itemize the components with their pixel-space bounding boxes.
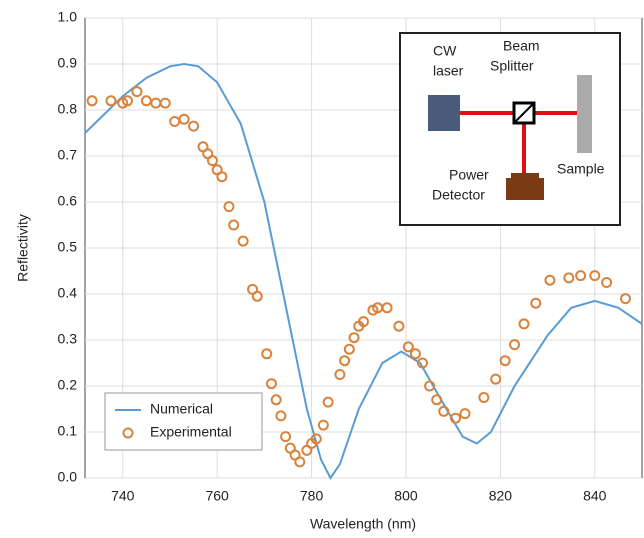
data-point (409, 348, 421, 360)
inset-label: Power (449, 167, 489, 183)
data-point (294, 456, 306, 468)
data-point (431, 394, 443, 406)
y-tick-label: 0.5 (58, 239, 78, 255)
data-point (381, 302, 393, 314)
data-point (518, 318, 530, 330)
x-tick-label: 840 (583, 488, 607, 504)
data-point (459, 408, 471, 420)
data-point (509, 339, 521, 351)
data-point (490, 373, 502, 385)
data-point (121, 95, 133, 107)
data-point (544, 274, 556, 286)
legend-swatch (122, 427, 134, 439)
x-tick-label: 760 (205, 488, 229, 504)
y-tick-label: 0.4 (58, 285, 78, 301)
y-tick-label: 0.2 (58, 377, 78, 393)
data-point (339, 355, 351, 367)
data-point (438, 405, 450, 417)
data-point (499, 355, 511, 367)
data-point (140, 95, 152, 107)
data-point (402, 341, 414, 353)
sample-icon (577, 75, 592, 153)
data-point (310, 433, 322, 445)
data-point (223, 201, 235, 213)
x-axis-label: Wavelength (nm) (310, 516, 416, 532)
data-point (601, 277, 613, 288)
y-tick-label: 0.3 (58, 331, 78, 347)
data-point (178, 113, 190, 125)
inset-label: Detector (432, 187, 485, 203)
data-point (216, 171, 228, 183)
data-point (150, 97, 162, 109)
detector-icon (506, 178, 544, 200)
data-point (424, 380, 436, 392)
data-point (237, 235, 249, 247)
x-tick-label: 820 (489, 488, 513, 504)
data-point (188, 120, 200, 132)
y-tick-label: 1.0 (58, 9, 78, 25)
data-point (206, 155, 218, 167)
x-tick-label: 800 (394, 488, 418, 504)
data-point (261, 348, 273, 360)
data-point (169, 116, 181, 127)
y-tick-label: 0.6 (58, 193, 78, 209)
data-point (131, 86, 143, 98)
data-point (575, 270, 587, 282)
data-point (619, 293, 631, 305)
y-tick-label: 0.8 (58, 101, 78, 117)
data-point (450, 412, 462, 424)
inset-label: Beam (503, 38, 540, 54)
data-point (589, 270, 601, 282)
data-point (280, 431, 292, 443)
x-tick-label: 740 (111, 488, 135, 504)
inset-label: CW (433, 43, 457, 59)
y-tick-label: 0.9 (58, 55, 78, 71)
data-point (228, 219, 240, 231)
y-tick-label: 0.7 (58, 147, 78, 163)
data-point (105, 95, 117, 107)
data-point (358, 316, 369, 328)
data-point (530, 297, 542, 309)
inset-diagram: CW laser Beam Splitter Power Detector Sa… (399, 32, 621, 226)
legend-label: Experimental (150, 424, 232, 440)
data-point (348, 332, 360, 344)
laser-icon (428, 95, 460, 131)
y-axis-label: Reflectivity (15, 214, 31, 282)
data-point (393, 320, 405, 332)
data-point (86, 95, 98, 107)
data-point (322, 396, 334, 408)
data-point (417, 357, 429, 369)
data-line (84, 62, 643, 480)
data-point (334, 369, 346, 380)
inset-label: laser (433, 63, 464, 79)
data-point (343, 343, 355, 355)
detector-icon (511, 173, 539, 179)
legend-label: Numerical (150, 401, 213, 417)
x-tick-label: 780 (300, 488, 324, 504)
data-point (317, 419, 329, 431)
data-point (275, 410, 287, 422)
legend-box (104, 392, 263, 451)
y-tick-label: 0.1 (58, 423, 78, 439)
inset-label: Sample (557, 161, 605, 177)
data-point (270, 394, 282, 406)
splitter-diagonal (513, 102, 535, 124)
inset-label: Splitter (490, 58, 534, 74)
y-tick-label: 0.0 (58, 469, 78, 485)
data-point (563, 272, 575, 284)
data-point (159, 97, 171, 109)
data-point (478, 392, 490, 403)
data-point (251, 290, 263, 302)
data-point (265, 378, 277, 390)
